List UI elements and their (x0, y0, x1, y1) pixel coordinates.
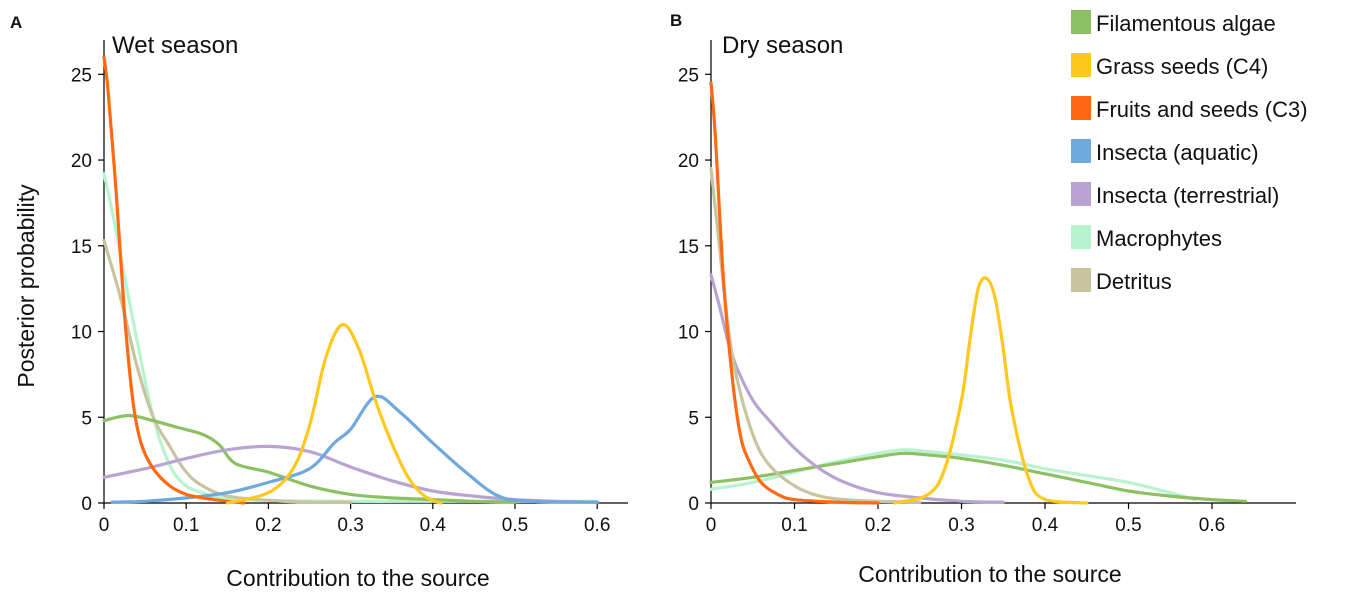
panel-b-x-tick-label: 0.5 (1115, 515, 1141, 536)
panel-a-series-grass-seeds-c4 (225, 323, 443, 505)
panel-b-y-tick-label: 10 (678, 323, 699, 344)
panel-a-series-detritus (102, 239, 353, 504)
panel-a-xlabel: Contribution to the source (226, 565, 489, 591)
panel-b-x-tick-label: 0.2 (865, 515, 891, 536)
panel-b-letter: B (670, 11, 682, 30)
legend-swatch-insecta-aquatic (1071, 139, 1091, 163)
panel-b-x-tick-label: 0.6 (1199, 515, 1225, 536)
panel-a-y-tick-label: 15 (71, 237, 92, 258)
panel-a-y-tick-label: 0 (81, 494, 92, 515)
panel-b-y-tick-label: 0 (688, 494, 699, 515)
legend-swatch-insecta-terrestrial (1071, 182, 1091, 206)
panel-a-x-tick-label: 0.6 (584, 515, 610, 536)
panel-a-letter: A (10, 13, 22, 32)
panel-b-x-tick-label: 0 (706, 515, 717, 536)
legend-label-macrophytes: Macrophytes (1096, 226, 1222, 251)
panel-a-x-tick-label: 0.2 (255, 515, 281, 536)
panel-b-y-tick-label: 20 (678, 151, 699, 172)
panel-a-x-tick-label: 0.3 (337, 515, 363, 536)
panel-b-x-tick-label: 0.4 (1032, 515, 1059, 536)
panel-b-title: Dry season (722, 32, 843, 59)
legend-label-fruits-and-seeds-c3: Fruits and seeds (C3) (1096, 97, 1308, 122)
legend-swatch-detritus (1071, 268, 1091, 292)
legend-swatch-fruits-and-seeds-c3 (1071, 96, 1091, 120)
panel-a-x-tick-label: 0.5 (502, 515, 528, 536)
panel-b-series-filamentous-algae (709, 451, 1247, 503)
panel-a-series-macrophytes (102, 172, 599, 503)
legend-swatch-macrophytes (1071, 225, 1091, 249)
legend: Filamentous algae Grass seeds (C4) Fruits … (1071, 10, 1308, 294)
panel-a-y-tick-label: 10 (71, 323, 92, 344)
panel-b-series-grass-seeds-c4 (893, 276, 1089, 505)
panel-b-series-fruits-and-seeds-c3 (709, 81, 880, 505)
panel-b-x-tick-label: 0.3 (948, 515, 974, 536)
legend-label-insecta-terrestrial: Insecta (terrestrial) (1096, 183, 1279, 208)
panel-a-x-tick-label: 0.4 (420, 515, 447, 536)
legend-swatch-filamentous-algae (1071, 10, 1091, 34)
legend-label-filamentous-algae: Filamentous algae (1096, 11, 1276, 36)
panel-a-x-tick-label: 0 (99, 515, 110, 536)
panel-a-series-fruits-and-seeds-c3 (102, 55, 246, 505)
panel-b-series-insecta-terrestrial (709, 273, 1005, 504)
legend-swatch-grass-seeds-c4 (1071, 53, 1091, 77)
legend-label-insecta-aquatic: Insecta (aquatic) (1096, 140, 1259, 165)
panel-a-x-tick-label: 0.1 (173, 515, 199, 536)
plot-area: 0 5 10 15 20 25 0 0.1 0.2 0.3 0.4 0.5 0.6 0 5 10 15 20 25 0… (71, 40, 1296, 536)
panel-b-y-tick-label: 25 (678, 65, 699, 86)
panel-a-y-tick-label: 25 (71, 65, 92, 86)
panel-b-y-tick-label: 15 (678, 237, 699, 258)
panel-a-y-tick-label: 5 (81, 408, 92, 429)
y-axis-label: Posterior probability (13, 184, 39, 388)
panel-a-y-tick-label: 20 (71, 151, 92, 172)
legend-label-grass-seeds-c4: Grass seeds (C4) (1096, 54, 1268, 79)
legend-label-detritus: Detritus (1096, 269, 1172, 294)
panel-b-y-tick-label: 5 (688, 408, 699, 429)
panel-b-xlabel: Contribution to the source (858, 561, 1121, 587)
panel-b-x-tick-label: 0.1 (781, 515, 807, 536)
panel-a-title: Wet season (112, 32, 238, 59)
